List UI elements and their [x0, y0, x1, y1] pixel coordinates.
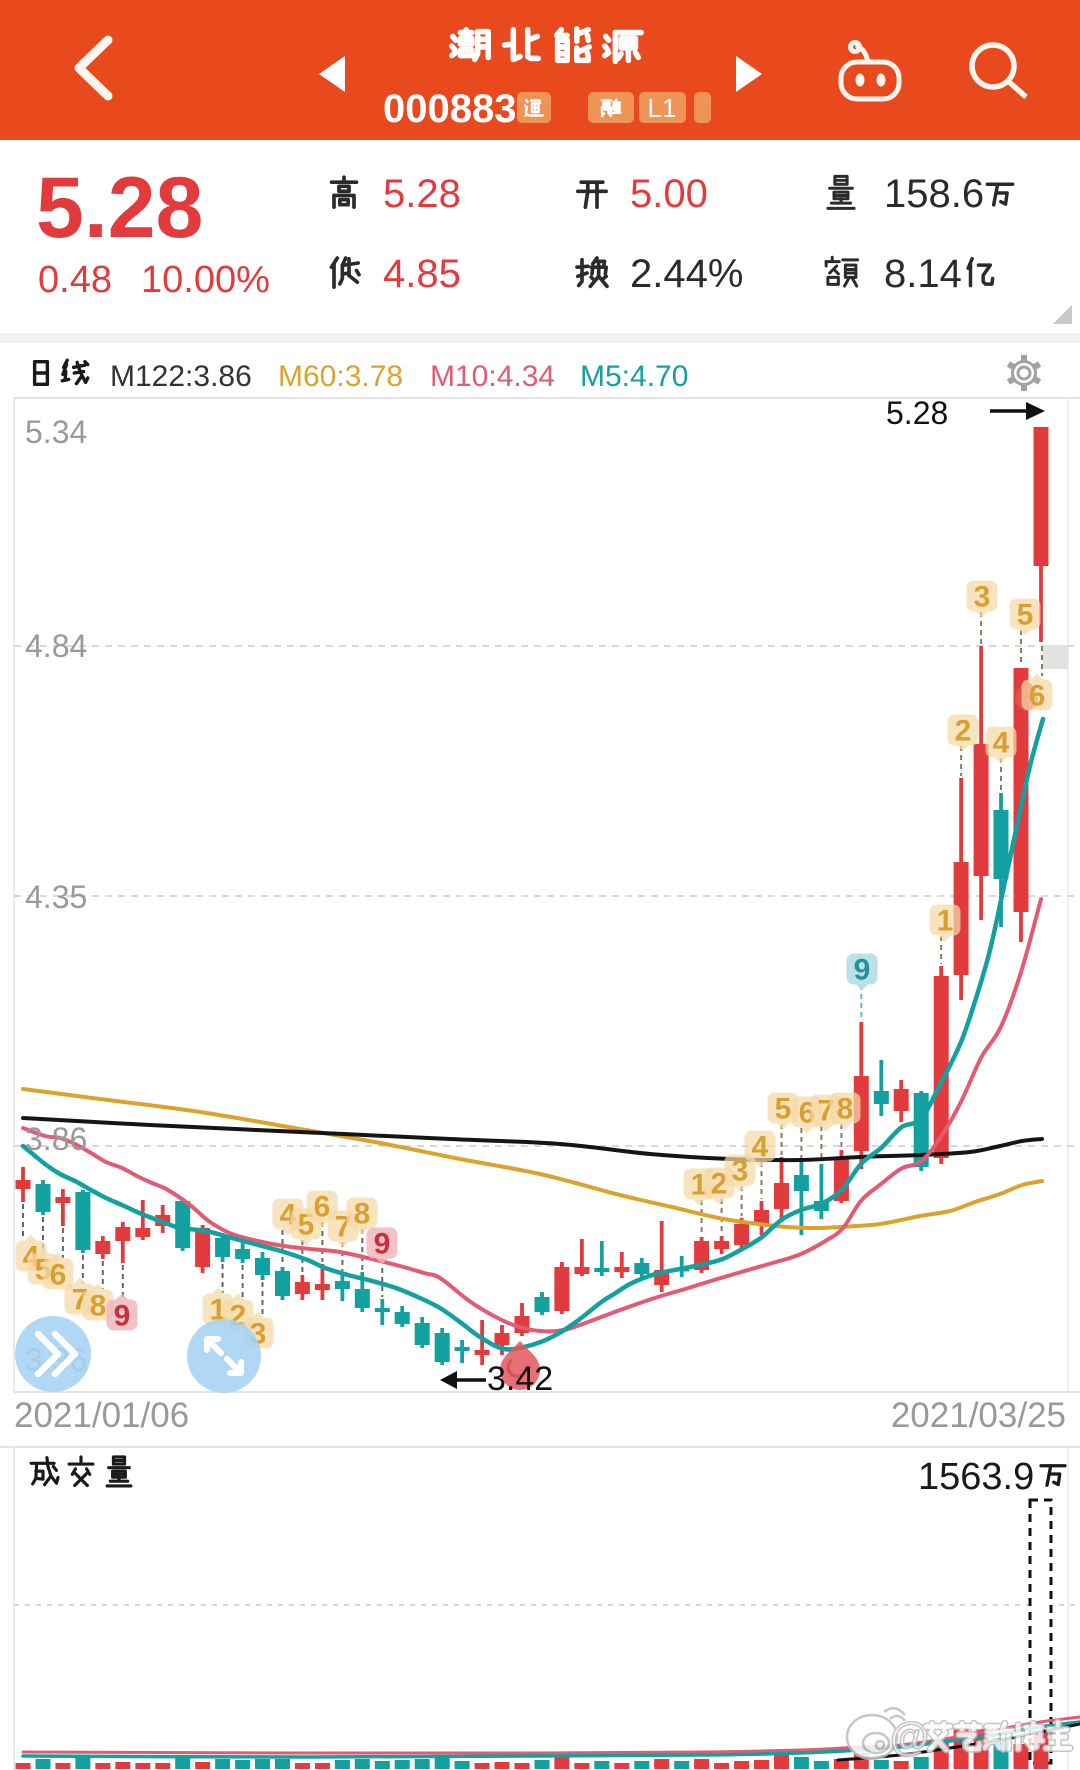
svg-text:M10:4.34: M10:4.34	[430, 360, 555, 393]
svg-text:2.44%: 2.44%	[630, 252, 743, 296]
svg-text:10.00%: 10.00%	[141, 259, 270, 301]
svg-text:M5:4.70: M5:4.70	[580, 360, 688, 393]
svg-text:158.6: 158.6	[884, 172, 984, 216]
svg-text:8: 8	[837, 1093, 854, 1126]
svg-text:M60:3.78: M60:3.78	[278, 360, 403, 393]
svg-text:1: 1	[937, 905, 954, 938]
svg-text:4.35: 4.35	[25, 879, 87, 915]
svg-text:6: 6	[314, 1191, 331, 1224]
svg-text:9: 9	[114, 1300, 131, 1333]
svg-text:5.28: 5.28	[36, 160, 203, 256]
svg-text:5.28: 5.28	[886, 395, 948, 431]
svg-text:4.85: 4.85	[383, 252, 461, 296]
svg-text:000883: 000883	[383, 87, 516, 131]
svg-text:2021/03/25: 2021/03/25	[891, 1396, 1066, 1435]
svg-text:3.42: 3.42	[487, 1360, 553, 1398]
svg-text:3: 3	[974, 581, 991, 614]
svg-text:4.84: 4.84	[25, 628, 87, 664]
svg-text:3: 3	[732, 1155, 749, 1188]
svg-text:5.28: 5.28	[383, 172, 461, 216]
svg-text:5: 5	[1017, 599, 1034, 632]
svg-text:2021/01/06: 2021/01/06	[14, 1396, 189, 1435]
svg-text:2: 2	[955, 715, 972, 748]
svg-text:@: @	[890, 1715, 929, 1759]
svg-text:9: 9	[854, 954, 871, 987]
svg-text:8: 8	[354, 1198, 371, 1231]
svg-text:9: 9	[374, 1228, 391, 1261]
svg-text:4: 4	[752, 1131, 769, 1164]
svg-text:0.48: 0.48	[38, 259, 112, 301]
svg-text:8.14: 8.14	[884, 252, 962, 296]
svg-text:4: 4	[993, 727, 1010, 760]
svg-text:L1: L1	[648, 93, 677, 123]
svg-text:5.00: 5.00	[630, 172, 708, 216]
svg-text:6: 6	[50, 1259, 67, 1292]
svg-text:6: 6	[1029, 680, 1046, 713]
svg-text:2: 2	[711, 1168, 728, 1201]
svg-text:1: 1	[691, 1169, 708, 1202]
svg-text:1: 1	[210, 1294, 227, 1327]
svg-text:5: 5	[775, 1093, 792, 1126]
svg-text:1563.9: 1563.9	[918, 1456, 1034, 1498]
svg-text:5.34: 5.34	[25, 414, 87, 450]
svg-text:8: 8	[90, 1290, 107, 1323]
svg-text:3.86: 3.86	[25, 1121, 87, 1157]
svg-text:M122:3.86: M122:3.86	[110, 360, 252, 393]
